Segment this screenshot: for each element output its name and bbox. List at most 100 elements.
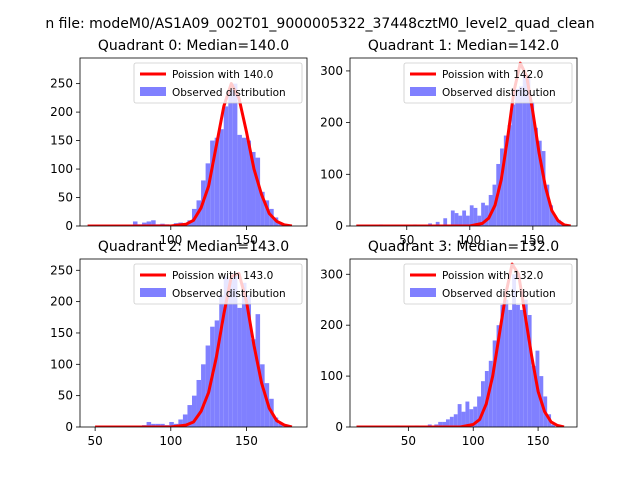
legend-label-observed: Observed distribution <box>442 288 556 300</box>
legend-label-poisson: Poission with 140.0 <box>172 69 273 81</box>
histogram-bar <box>210 140 215 226</box>
subplot-grid: 100 150 0 50 100 150 200 250 Quadrant 0: Median=… <box>50 38 578 448</box>
histogram-bar <box>549 205 554 226</box>
histogram-bar <box>264 200 270 226</box>
histogram-bar <box>512 274 517 427</box>
histogram-bar <box>522 73 527 226</box>
histogram-bar <box>466 215 470 226</box>
legend-label-observed: Observed distribution <box>442 87 556 99</box>
legend-swatch-observed <box>410 288 436 297</box>
histogram-bar <box>214 320 220 427</box>
y-tick-label: 200 <box>320 116 343 130</box>
histogram-bar <box>477 215 482 226</box>
x-tick-label: 50 <box>87 434 102 448</box>
histogram-bar <box>488 360 493 427</box>
figure-suptitle: n file: modeM0/AS1A09_002T01_9000005322_… <box>45 16 594 32</box>
y-tick-label: 100 <box>320 369 343 383</box>
axes-frame <box>79 57 308 227</box>
histogram-bar <box>458 215 463 226</box>
histogram-bar <box>553 215 557 226</box>
histogram-bar <box>473 207 478 226</box>
histogram-bar <box>527 315 532 427</box>
histogram-bar <box>260 364 265 427</box>
x-tick-label: 100 <box>462 434 485 448</box>
y-tick-label: 200 <box>50 295 73 309</box>
legend-label-poisson: Poission with 143.0 <box>172 270 273 282</box>
histogram-bar <box>228 279 233 427</box>
histogram-bar <box>438 421 443 427</box>
y-tick-label: 300 <box>320 64 343 78</box>
legend-swatch-observed <box>140 288 166 297</box>
subplot-title: Quadrant 1: Median=142.0 <box>368 38 559 54</box>
legend: Poission with 140.0 Observed distribution <box>133 62 303 104</box>
legend-label-observed: Observed distribution <box>172 288 286 300</box>
histogram-bar <box>191 395 197 427</box>
y-tick-label: 100 <box>50 162 73 176</box>
histogram-bar <box>223 106 229 226</box>
axes-frame <box>349 258 578 428</box>
histogram-bar <box>146 221 152 226</box>
histogram-bar <box>461 411 466 427</box>
histogram-bar <box>503 135 508 226</box>
x-tick-label: 150 <box>521 233 544 247</box>
histogram-bar <box>449 416 454 427</box>
histogram-bar <box>531 365 536 427</box>
histogram-bar <box>504 299 509 427</box>
histogram-bar <box>214 137 220 226</box>
histogram-bar <box>523 299 528 427</box>
histogram-bar <box>246 140 252 226</box>
histogram-bar <box>435 221 440 226</box>
histogram-bar <box>518 86 523 226</box>
histogram-bar <box>551 424 555 427</box>
y-tick-label: 150 <box>50 326 73 340</box>
plot-area <box>356 61 571 226</box>
x-tick-label: 100 <box>458 233 481 247</box>
subplot-title: Quadrant 0: Median=140.0 <box>98 38 289 54</box>
histogram-bar <box>142 222 147 226</box>
legend-swatch-observed <box>140 87 166 96</box>
histogram-bar <box>515 89 519 226</box>
histogram-bar <box>469 409 474 427</box>
histogram-bar <box>260 191 265 226</box>
histogram-bar <box>453 414 458 427</box>
y-tick-label: 200 <box>320 318 343 332</box>
histogram-bar <box>488 194 493 226</box>
legend-box <box>133 62 303 104</box>
y-tick-label: 200 <box>50 105 73 119</box>
histogram-bar <box>508 309 513 427</box>
legend: Poission with 142.0 Observed distribution <box>403 62 573 104</box>
legend-swatch-observed <box>410 87 436 96</box>
histogram-bar <box>246 295 252 427</box>
histogram-bar <box>445 419 450 427</box>
x-tick-label: 100 <box>159 434 182 448</box>
y-tick-label: 100 <box>320 167 343 181</box>
histogram-bar <box>469 205 474 226</box>
plot-area <box>95 271 293 427</box>
histogram-bar <box>187 405 192 427</box>
y-tick-label: 50 <box>58 389 73 403</box>
histogram-bar <box>251 339 256 427</box>
histogram-bar <box>232 83 238 226</box>
y-tick-label: 250 <box>50 263 73 277</box>
x-tick-label: 150 <box>235 233 258 247</box>
y-tick-label: 0 <box>65 219 73 233</box>
histogram-bar <box>278 423 283 427</box>
plot-area <box>356 262 565 427</box>
legend-label-poisson: Poission with 132.0 <box>442 270 543 282</box>
histogram-bar <box>201 364 206 427</box>
histogram-bar <box>500 304 505 427</box>
histogram-bar <box>481 202 485 226</box>
histogram-bar <box>151 423 156 427</box>
axes-frame <box>79 258 308 428</box>
histogram-bar <box>454 213 459 226</box>
histogram-bar <box>526 76 531 226</box>
histogram-bar <box>251 151 256 226</box>
legend: Poission with 143.0 Observed distribution <box>133 263 303 305</box>
histogram-bar <box>477 396 482 427</box>
histogram-bar <box>228 89 233 226</box>
histogram-bar <box>273 417 279 427</box>
histogram-bar <box>169 421 174 427</box>
histogram-bar <box>537 140 542 226</box>
histogram-bar <box>178 419 183 427</box>
histogram-bar <box>255 157 261 226</box>
